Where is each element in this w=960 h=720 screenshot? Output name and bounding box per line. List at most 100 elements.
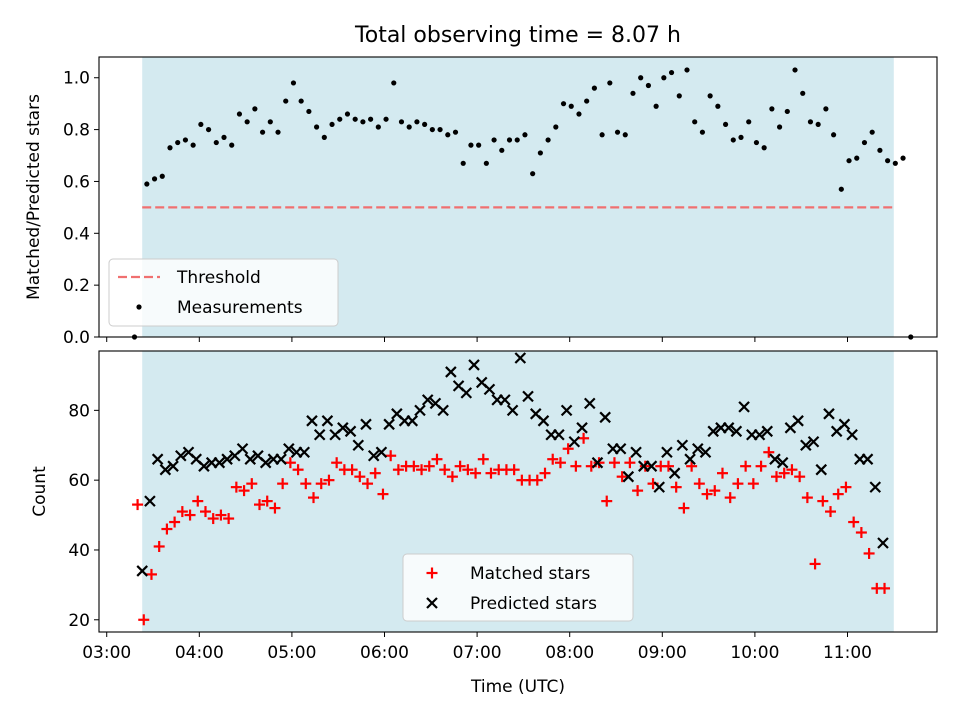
measurement-point xyxy=(422,121,428,128)
measurement-point xyxy=(383,116,389,122)
matched-point xyxy=(470,467,482,479)
predicted-point-b xyxy=(445,366,457,378)
predicted-point xyxy=(653,481,665,493)
predicted-point-b xyxy=(375,446,388,459)
measurement-point xyxy=(823,106,829,112)
predicted-point-b xyxy=(313,428,326,441)
matched-point xyxy=(547,453,559,465)
matched-point xyxy=(817,495,829,507)
x-tick-label: 05:00 xyxy=(267,643,316,663)
measurement-point xyxy=(506,137,513,143)
predicted-point-b xyxy=(198,460,210,472)
measurement-point xyxy=(182,137,189,143)
predicted-point-b xyxy=(645,460,658,472)
predicted-point xyxy=(151,453,164,465)
legend-measurements-swatch xyxy=(136,304,142,310)
measurement-point xyxy=(831,132,837,138)
predicted-point xyxy=(522,390,534,403)
measurement-point xyxy=(715,103,721,109)
predicted-point xyxy=(861,453,874,465)
measurement-point xyxy=(638,75,644,81)
predicted-point xyxy=(591,456,604,469)
bottom-y-tick-label: 20 xyxy=(68,611,90,631)
measurement-point xyxy=(522,132,528,138)
predicted-point-b xyxy=(151,453,164,465)
matched-point xyxy=(230,481,242,493)
predicted-point xyxy=(846,428,858,441)
matched-point xyxy=(855,527,867,539)
measurement-point xyxy=(159,173,165,179)
measurement-point xyxy=(854,155,860,161)
matched-point xyxy=(269,502,281,514)
matched-point xyxy=(207,513,219,525)
predicted-point-b xyxy=(661,446,673,459)
matched-point xyxy=(709,485,721,497)
matched-point xyxy=(863,547,875,559)
measurement-point xyxy=(653,103,659,109)
predicted-point-b xyxy=(877,537,889,549)
predicted-point-b xyxy=(692,442,704,455)
measurement-point xyxy=(375,124,381,130)
legend-measurements-label: Measurements xyxy=(177,298,303,318)
predicted-point-b xyxy=(699,446,712,459)
measurement-point xyxy=(151,176,158,182)
matched-point xyxy=(439,464,451,476)
legend-predicted-marker-b xyxy=(426,597,438,609)
predicted-point xyxy=(645,460,658,472)
predicted-point-b xyxy=(190,453,203,465)
measurement-point xyxy=(414,119,420,125)
matched-point xyxy=(292,464,304,476)
predicted-point xyxy=(707,425,720,438)
predicted-point-b xyxy=(599,411,611,424)
measurement-point xyxy=(236,111,243,117)
matched-point xyxy=(477,453,489,465)
matched-point xyxy=(431,453,443,465)
top-y-tick-label: 0.6 xyxy=(63,172,90,192)
matched-point xyxy=(408,460,420,472)
predicted-point xyxy=(668,467,681,479)
predicted-point-b xyxy=(367,449,380,462)
predicted-point-b xyxy=(437,404,449,417)
measurement-point xyxy=(599,132,605,138)
matched-point xyxy=(562,443,574,455)
predicted-point xyxy=(460,387,473,399)
matched-point xyxy=(369,467,381,479)
measurement-point xyxy=(769,106,775,112)
matched-point xyxy=(608,457,620,469)
predicted-point-b xyxy=(429,397,442,410)
predicted-point xyxy=(244,453,257,465)
measurement-point xyxy=(290,80,297,86)
matched-point xyxy=(755,460,767,472)
predicted-point-b xyxy=(738,401,750,413)
measurement-point xyxy=(283,98,289,104)
predicted-point-b xyxy=(236,442,249,455)
measurement-point xyxy=(800,90,806,96)
predicted-point-b xyxy=(568,435,581,448)
measurement-point xyxy=(445,132,451,138)
measurement-point xyxy=(699,129,706,135)
legend-predicted-label: Predicted stars xyxy=(470,594,597,614)
predicted-point xyxy=(807,435,820,448)
matched-point xyxy=(199,506,211,518)
predicted-point-b xyxy=(514,352,527,364)
predicted-point xyxy=(144,495,156,507)
measurement-point xyxy=(337,116,343,122)
legend-predicted-marker xyxy=(426,597,438,609)
predicted-point xyxy=(306,415,318,427)
predicted-point-b xyxy=(522,390,534,403)
measurement-point xyxy=(684,67,690,73)
matched-point xyxy=(508,464,520,476)
matched-point xyxy=(724,492,736,504)
predicted-point xyxy=(692,442,704,455)
predicted-point-b xyxy=(244,453,257,465)
predicted-point xyxy=(283,442,295,455)
predicted-point xyxy=(761,425,774,438)
matched-point xyxy=(246,478,258,490)
matched-point xyxy=(770,471,782,483)
matched-point xyxy=(670,481,682,493)
predicted-point-b xyxy=(591,456,604,469)
measurement-point xyxy=(537,150,543,156)
predicted-point xyxy=(421,394,434,406)
measurement-point xyxy=(314,124,320,130)
